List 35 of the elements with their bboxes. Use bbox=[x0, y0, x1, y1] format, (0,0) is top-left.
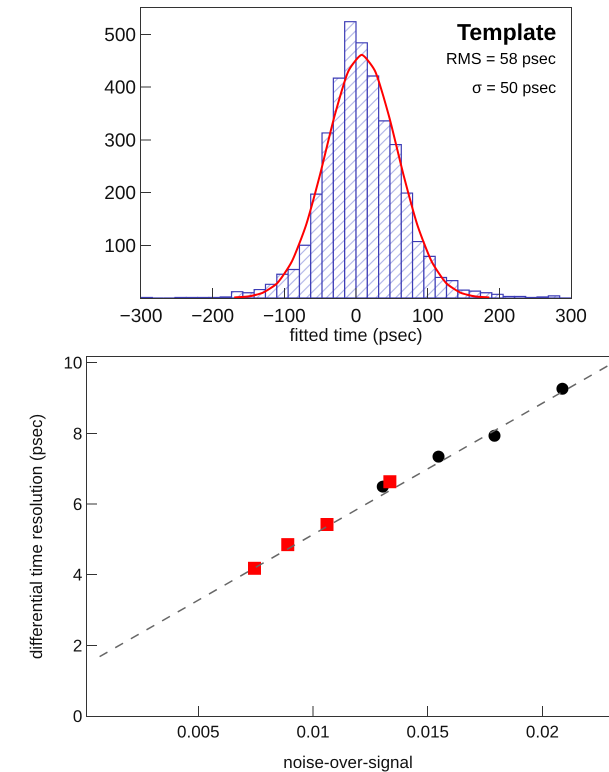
x-axis-title: noise-over-signal bbox=[283, 753, 413, 772]
annotation: σ = 50 psec bbox=[472, 80, 556, 97]
x-tick-label: 0.005 bbox=[177, 722, 220, 742]
x-tick-label: −200 bbox=[191, 306, 234, 327]
y-tick-label: 10 bbox=[63, 354, 82, 373]
x-tick-label: −100 bbox=[262, 306, 306, 327]
point bbox=[320, 518, 334, 531]
x-axis-title: fitted time (psec) bbox=[289, 325, 423, 345]
x-tick-label: 0.015 bbox=[406, 722, 450, 742]
x-tick-label: 0.02 bbox=[526, 722, 560, 742]
y-tick-label: 300 bbox=[104, 130, 136, 152]
x-tick-label: 200 bbox=[483, 306, 516, 327]
x-tick-label: 0.01 bbox=[296, 722, 330, 742]
y-tick-label: 0 bbox=[72, 706, 82, 726]
y-tick-label: 4 bbox=[72, 566, 82, 585]
point bbox=[432, 450, 445, 463]
y-tick-label: 500 bbox=[104, 25, 136, 46]
y-tick-label: 200 bbox=[104, 183, 136, 204]
y-tick-label: 2 bbox=[72, 636, 82, 656]
x-tick-label: 100 bbox=[412, 306, 444, 327]
y-tick-label: 400 bbox=[104, 78, 136, 99]
x-tick-label: 0 bbox=[350, 306, 362, 327]
annotation: RMS = 58 psec bbox=[446, 51, 556, 68]
point bbox=[281, 538, 294, 552]
y-tick-label: 6 bbox=[72, 494, 82, 514]
annotation: Template bbox=[457, 19, 556, 45]
point bbox=[383, 475, 396, 488]
y-tick-label: 8 bbox=[72, 424, 82, 444]
x-tick-label: −300 bbox=[120, 306, 162, 327]
point bbox=[248, 562, 261, 575]
point bbox=[556, 382, 568, 395]
x-tick-label: 300 bbox=[555, 306, 587, 327]
point bbox=[488, 430, 500, 442]
y-tick-label: 100 bbox=[104, 236, 136, 257]
y-axis-title: differential time resolution (psec) bbox=[27, 414, 46, 660]
